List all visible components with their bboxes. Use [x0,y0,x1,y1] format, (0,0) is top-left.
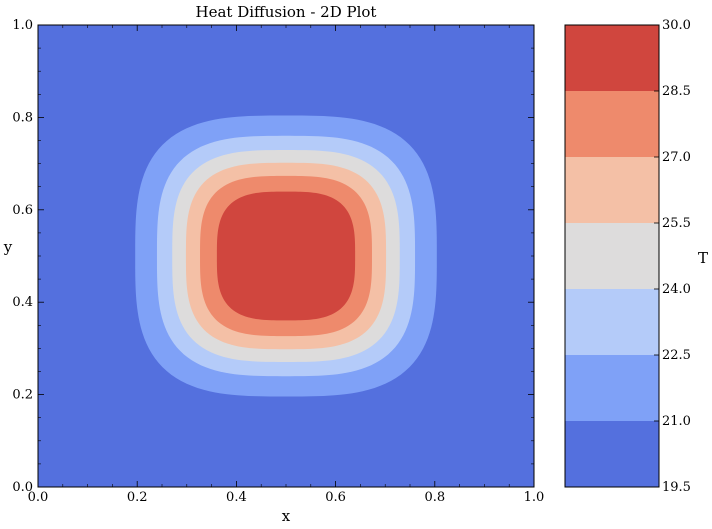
colorbar-band [565,157,659,223]
y-tick-label: 0.6 [12,203,33,218]
x-tick-label: 0.2 [127,490,148,505]
x-tick-label: 0.8 [424,490,445,505]
colorbar-band [565,289,659,355]
x-tick-label: 0.4 [226,490,247,505]
x-axis: 0.0 0.2 0.4 0.6 0.8 1.0 [28,25,545,505]
plot-area [37,24,535,488]
colorbar-tick-label: 25.5 [662,216,691,231]
x-tick-label: 0.0 [28,490,49,505]
y-tick-label: 1.0 [12,18,33,33]
y-axis-label: y [3,238,13,256]
colorbar-band [565,25,659,91]
x-tick-label: 0.6 [325,490,346,505]
y-axis: 0.0 0.2 0.4 0.6 0.8 1.0 [12,18,534,495]
colorbar-band [565,91,659,157]
chart-title: Heat Diffusion - 2D Plot [196,3,377,21]
colorbar-tick-label: 24.0 [662,282,691,297]
y-tick-label: 0.0 [12,480,33,495]
colorbar-tick-label: 30.0 [662,18,691,33]
colorbar-band [565,421,659,487]
y-tick-label: 0.2 [12,388,33,403]
colorbar-band [565,355,659,421]
colorbar-tick-label: 28.5 [662,84,691,99]
colorbar-label: T [698,249,708,267]
y-tick-label: 0.8 [12,110,33,125]
x-axis-label: x [282,507,291,525]
contour-band [216,191,356,321]
colorbar-tick-label: 27.0 [662,150,691,165]
colorbar-tick-label: 22.5 [662,348,691,363]
x-tick-label: 1.0 [524,490,545,505]
colorbar-tick-label: 19.5 [662,480,691,495]
colorbar-frame [564,24,660,488]
contour-fills [38,25,534,487]
colorbar-band [565,223,659,289]
colorbar: 19.5 21.0 22.5 24.0 25.5 27.0 28.5 30.0 [564,18,691,495]
y-tick-label: 0.4 [12,295,33,310]
colorbar-tick-label: 21.0 [662,414,691,429]
